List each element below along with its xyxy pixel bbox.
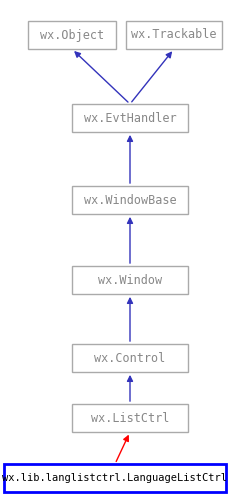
Text: wx.ListCtrl: wx.ListCtrl xyxy=(91,412,169,424)
FancyBboxPatch shape xyxy=(72,344,188,372)
Text: wx.lib.langlistctrl.LanguageListCtrl: wx.lib.langlistctrl.LanguageListCtrl xyxy=(3,473,228,483)
Text: wx.WindowBase: wx.WindowBase xyxy=(84,194,176,206)
FancyBboxPatch shape xyxy=(4,464,226,492)
FancyBboxPatch shape xyxy=(72,104,188,132)
Text: wx.Window: wx.Window xyxy=(98,274,162,286)
Text: wx.EvtHandler: wx.EvtHandler xyxy=(84,112,176,124)
Text: wx.Trackable: wx.Trackable xyxy=(131,28,217,42)
Text: wx.Object: wx.Object xyxy=(40,28,104,42)
FancyBboxPatch shape xyxy=(72,186,188,214)
FancyBboxPatch shape xyxy=(72,266,188,294)
FancyBboxPatch shape xyxy=(28,21,116,49)
FancyBboxPatch shape xyxy=(126,21,222,49)
FancyBboxPatch shape xyxy=(72,404,188,432)
Text: wx.Control: wx.Control xyxy=(94,352,166,364)
